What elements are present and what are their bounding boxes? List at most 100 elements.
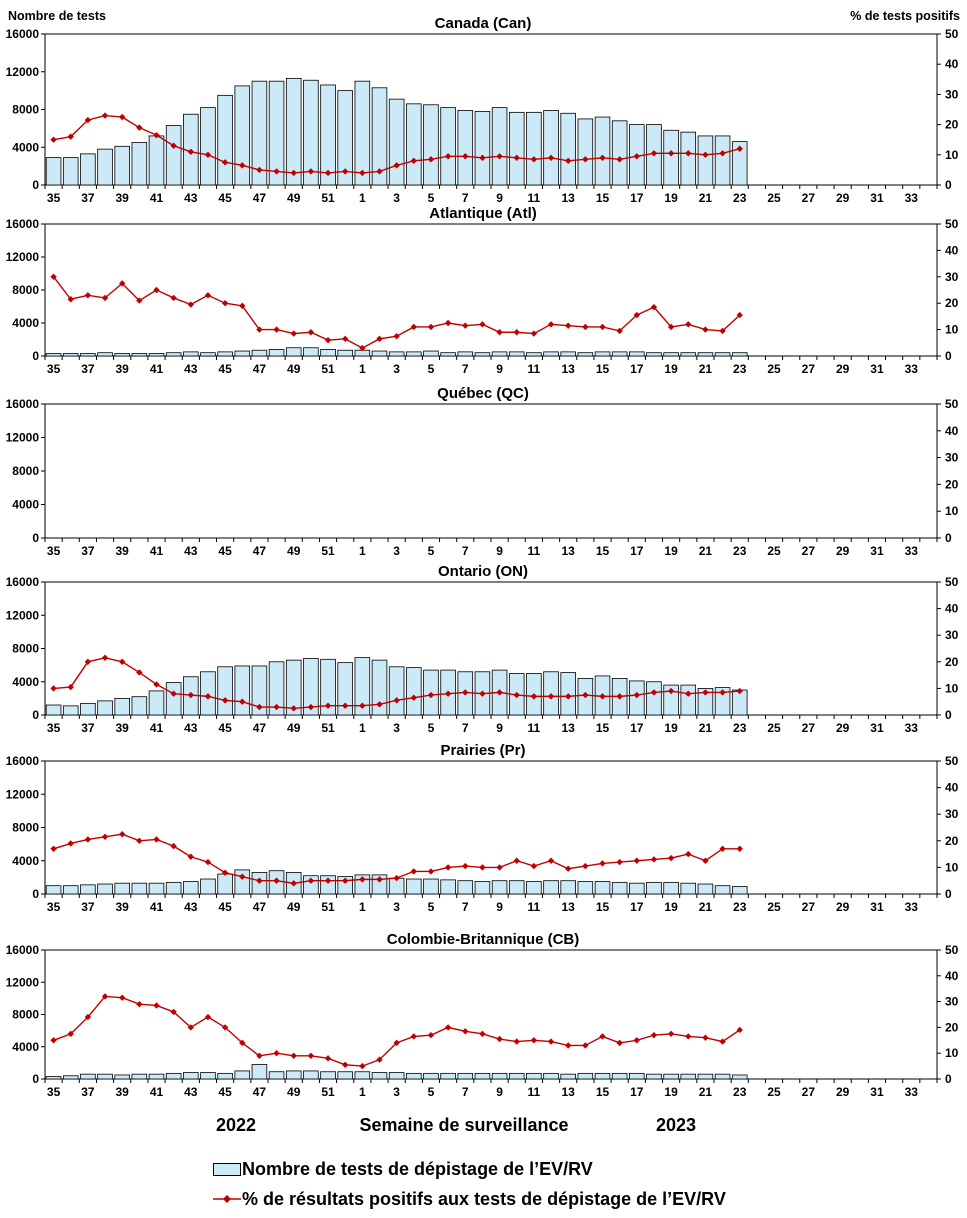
- test-count-bar: [474, 110, 491, 186]
- x-tick-label: 5: [428, 362, 435, 376]
- x-tick-label: 3: [393, 544, 400, 558]
- percent-positive-point: [239, 162, 246, 169]
- x-tick-label: 5: [428, 900, 435, 914]
- test-count-bar: [423, 1072, 439, 1080]
- test-count-bar: [371, 659, 388, 716]
- x-tick-label: 15: [596, 1085, 610, 1099]
- percent-positive-point: [633, 857, 641, 864]
- percent-positive-point: [547, 693, 555, 700]
- left-tick-label: 0: [32, 531, 39, 545]
- test-count-bar: [165, 1072, 182, 1080]
- percent-positive-point: [667, 150, 675, 157]
- test-count-bar: [611, 1072, 628, 1080]
- test-count-bar: [114, 353, 130, 357]
- test-count-bar: [611, 120, 628, 186]
- test-count-bar: [440, 879, 456, 895]
- x-tick-label: 25: [767, 1085, 781, 1099]
- left-tick-label: 8000: [12, 464, 39, 478]
- x-tick-label: 27: [802, 721, 816, 735]
- percent-positive-point: [221, 869, 229, 876]
- test-count-bar: [131, 353, 148, 357]
- percent-positive-point: [650, 150, 658, 157]
- right-tick-label: 20: [945, 1020, 959, 1034]
- test-count-bar: [217, 351, 233, 357]
- percent-positive-point: [410, 157, 418, 165]
- test-count-bar: [285, 1070, 302, 1080]
- test-count-bar: [560, 880, 576, 895]
- percent-positive-point: [479, 1030, 486, 1038]
- percent-positive-point: [290, 880, 297, 887]
- x-tick-label: 33: [905, 1085, 919, 1099]
- percent-positive-point: [513, 691, 520, 699]
- test-count-bar: [200, 878, 216, 895]
- left-tick-label: 16000: [6, 754, 40, 768]
- x-tick-label: 43: [184, 1085, 198, 1099]
- percent-positive-point: [616, 693, 623, 700]
- test-count-bar: [183, 351, 199, 357]
- percent-positive-point: [256, 703, 263, 711]
- x-tick-label: 27: [802, 1085, 816, 1099]
- x-tick-label: 29: [836, 900, 850, 914]
- percent-positive-point: [118, 280, 126, 287]
- x-tick-label: 33: [905, 362, 919, 376]
- percent-positive-point: [324, 336, 332, 344]
- x-tick-label: 13: [562, 1085, 576, 1099]
- percent-positive-point: [479, 321, 486, 328]
- test-count-bar: [131, 882, 148, 895]
- percent-positive-point: [290, 1052, 297, 1059]
- percent-positive-point: [719, 150, 726, 157]
- x-tick-label: 49: [287, 900, 301, 914]
- percent-positive-point: [324, 877, 332, 884]
- right-tick-label: 0: [945, 178, 952, 192]
- plot-frame: [44, 223, 938, 357]
- test-count-bar: [354, 657, 371, 716]
- test-count-bar: [406, 667, 422, 716]
- percent-positive-point: [667, 323, 675, 331]
- percent-positive-point: [307, 1052, 315, 1059]
- percent-positive-point: [341, 1061, 349, 1069]
- test-count-bar: [268, 661, 285, 716]
- percent-positive-point: [50, 1037, 57, 1044]
- percent-positive-point: [719, 845, 726, 852]
- test-count-bar: [697, 352, 714, 357]
- percent-positive-point: [513, 1038, 520, 1045]
- right-tick-label: 10: [945, 1046, 959, 1060]
- percent-positive-point: [67, 133, 74, 140]
- x-tick-label: 13: [562, 544, 576, 558]
- percent-positive-point: [702, 689, 709, 696]
- percent-positive-point: [393, 333, 400, 340]
- x-tick-label: 3: [393, 900, 400, 914]
- percent-positive-point: [101, 654, 109, 662]
- test-count-bar: [320, 348, 336, 357]
- x-tick-label: 37: [81, 1085, 95, 1099]
- percent-positive-point: [736, 1026, 743, 1034]
- test-count-bar: [80, 1073, 96, 1080]
- test-count-bar: [165, 125, 182, 186]
- x-tick-label: 35: [47, 900, 61, 914]
- x-tick-label: 19: [664, 191, 678, 205]
- percent-positive-point: [204, 292, 212, 299]
- x-tick-label: 33: [905, 900, 919, 914]
- percent-positive-point: [101, 112, 109, 119]
- test-count-bar: [131, 1073, 148, 1080]
- percent-positive-point: [702, 857, 709, 864]
- right-tick-label: 50: [945, 217, 959, 231]
- x-tick-label: 49: [287, 544, 301, 558]
- right-tick-label: 40: [945, 781, 959, 795]
- x-tick-label: 37: [81, 544, 95, 558]
- x-tick-label: 47: [253, 544, 267, 558]
- percent-positive-point: [393, 1039, 400, 1047]
- percent-positive-point: [650, 856, 658, 863]
- left-tick-label: 8000: [12, 1008, 39, 1022]
- x-tick-label: 45: [218, 1085, 232, 1099]
- test-count-bar: [731, 886, 748, 895]
- test-count-bar: [594, 116, 611, 186]
- x-tick-label: 39: [116, 721, 130, 735]
- test-count-bar: [148, 135, 165, 186]
- x-tick-label: 7: [462, 362, 469, 376]
- x-tick-label: 21: [699, 1085, 713, 1099]
- test-count-bar: [337, 349, 353, 357]
- x-tick-label: 23: [733, 900, 747, 914]
- x-tick-label: 9: [496, 544, 503, 558]
- x-tick-label: 43: [184, 721, 198, 735]
